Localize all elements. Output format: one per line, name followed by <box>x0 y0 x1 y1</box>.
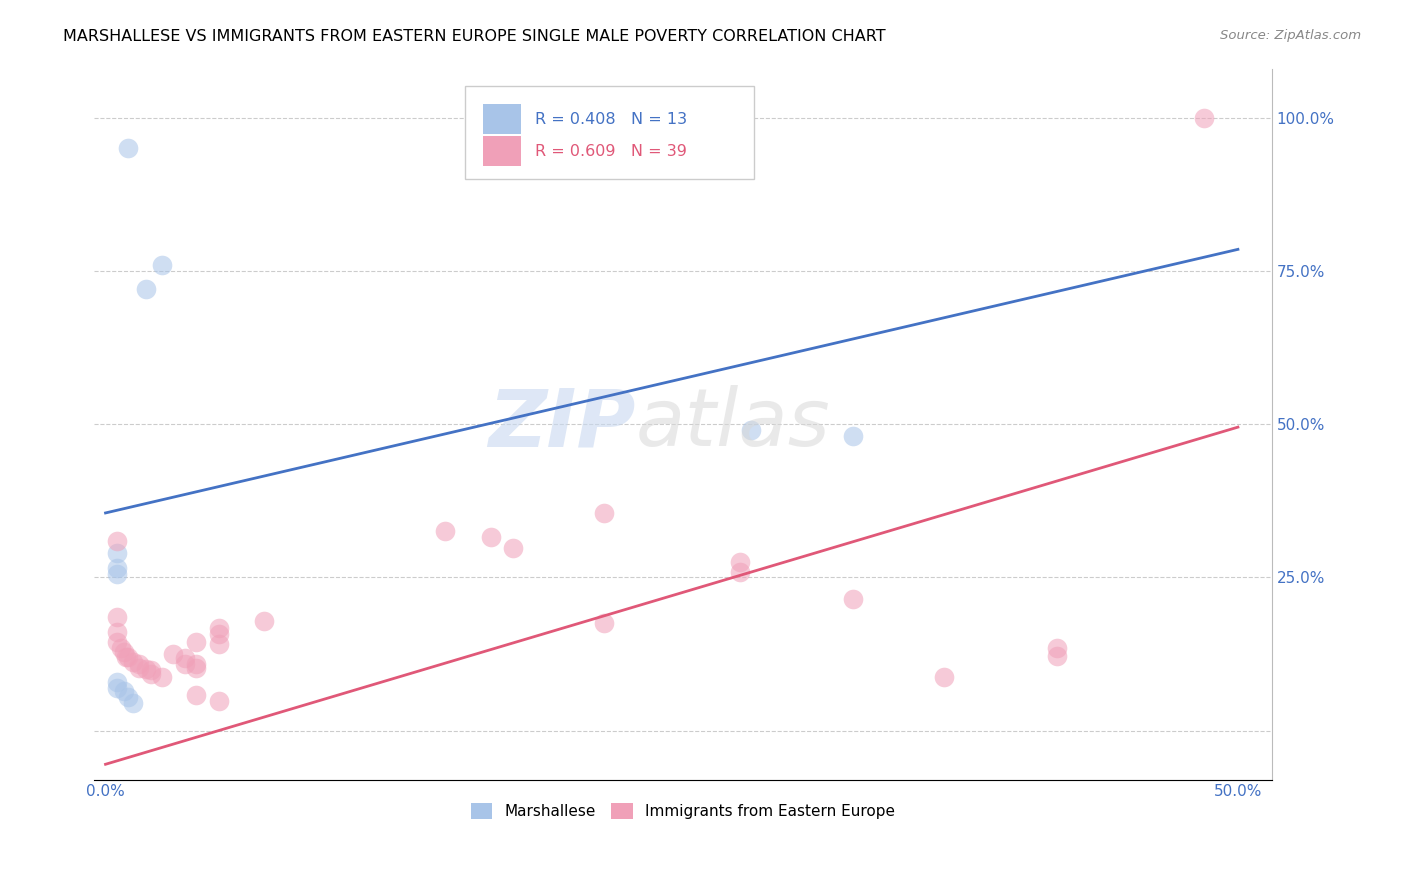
Text: atlas: atlas <box>636 385 831 463</box>
Point <box>728 555 751 569</box>
Point <box>150 670 173 684</box>
Point <box>1046 640 1069 655</box>
Point <box>479 531 502 545</box>
Bar <box>482 136 520 166</box>
Point <box>135 282 157 296</box>
Point <box>150 258 173 272</box>
Point <box>173 657 195 672</box>
Point <box>121 655 143 669</box>
Point <box>208 626 231 640</box>
Point <box>184 657 207 672</box>
Point <box>1192 111 1215 125</box>
Point <box>1046 648 1069 663</box>
Point <box>184 634 207 648</box>
Point <box>121 696 143 710</box>
Point <box>112 645 135 659</box>
Point <box>110 640 132 655</box>
Point <box>162 647 184 661</box>
Text: R = 0.408   N = 13: R = 0.408 N = 13 <box>534 112 686 127</box>
Point <box>592 506 614 520</box>
Point <box>728 566 751 580</box>
Point <box>117 650 139 665</box>
Point <box>105 533 128 548</box>
Text: MARSHALLESE VS IMMIGRANTS FROM EASTERN EUROPE SINGLE MALE POVERTY CORRELATION CH: MARSHALLESE VS IMMIGRANTS FROM EASTERN E… <box>63 29 886 44</box>
Point <box>842 591 865 606</box>
Point <box>592 616 614 631</box>
Point <box>128 661 150 675</box>
Text: ZIP: ZIP <box>488 385 636 463</box>
Point <box>502 541 524 555</box>
Point <box>105 674 128 689</box>
FancyBboxPatch shape <box>465 87 754 178</box>
Point <box>105 681 128 695</box>
Point <box>208 694 231 708</box>
Point <box>105 546 128 560</box>
Point <box>434 524 457 539</box>
Point <box>117 141 139 155</box>
Point <box>842 429 865 443</box>
Point <box>173 651 195 665</box>
Point <box>105 561 128 575</box>
Point <box>253 615 276 629</box>
Point <box>740 423 762 437</box>
Point <box>932 670 955 684</box>
Point <box>105 610 128 624</box>
Point <box>128 657 150 672</box>
Point <box>112 683 135 698</box>
Point <box>184 661 207 675</box>
Text: Source: ZipAtlas.com: Source: ZipAtlas.com <box>1220 29 1361 42</box>
Point <box>139 667 162 681</box>
Point <box>184 688 207 702</box>
Point <box>208 636 231 650</box>
Point <box>105 634 128 648</box>
Legend: Marshallese, Immigrants from Eastern Europe: Marshallese, Immigrants from Eastern Eur… <box>465 797 901 825</box>
Text: R = 0.609   N = 39: R = 0.609 N = 39 <box>534 144 686 159</box>
Point <box>139 664 162 678</box>
Point <box>115 650 138 665</box>
Point <box>117 690 139 704</box>
Bar <box>482 104 520 134</box>
Point <box>105 625 128 640</box>
Point <box>105 567 128 582</box>
Point <box>208 621 231 635</box>
Point <box>135 662 157 676</box>
